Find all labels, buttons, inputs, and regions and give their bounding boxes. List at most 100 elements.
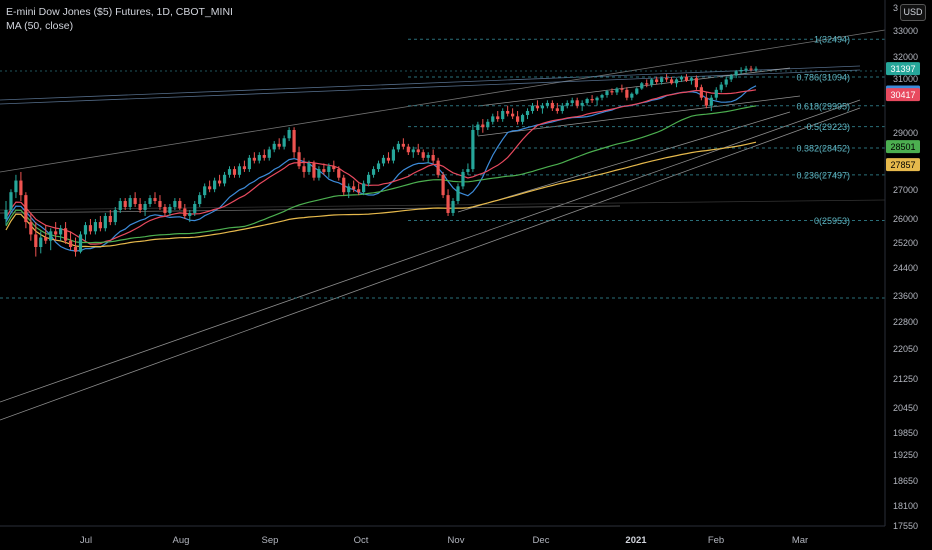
candle-body-151 <box>754 68 758 70</box>
candle-body-14 <box>73 247 78 252</box>
candle-body-84 <box>421 152 425 158</box>
candle-body-139 <box>694 78 698 88</box>
candle-body-141 <box>704 97 708 106</box>
candle-body-105 <box>525 110 530 116</box>
candle-body-17 <box>88 225 93 232</box>
candle-body-28 <box>143 203 147 210</box>
candle-body-11 <box>59 228 63 235</box>
indicator-label: MA (50, close) <box>6 20 74 32</box>
candle-body-48 <box>242 166 247 170</box>
trendline-5 <box>0 107 861 421</box>
candle-body-144 <box>719 84 723 90</box>
candle-body-69 <box>347 186 351 193</box>
candle-body-41 <box>208 186 212 190</box>
currency-button[interactable]: USD <box>900 4 926 21</box>
candle-body-70 <box>352 186 356 190</box>
candle-body-81 <box>406 146 410 153</box>
candle-body-24 <box>123 201 127 207</box>
candle-body-20 <box>103 215 107 229</box>
candle-body-3 <box>19 180 23 196</box>
candle-body-29 <box>148 198 152 204</box>
price-tick-3: 31000 <box>893 74 918 84</box>
candle-body-55 <box>277 143 281 147</box>
candle-body-130 <box>650 79 654 85</box>
candle-body-122 <box>610 91 614 93</box>
candle-body-135 <box>674 79 679 84</box>
price-tick-0: 3 <box>893 3 898 13</box>
candle-body-44 <box>222 174 227 184</box>
price-label-box-4 <box>886 158 920 172</box>
price-tick-2: 32000 <box>893 52 918 62</box>
candle-body-115 <box>575 100 579 106</box>
candle-body-103 <box>515 116 520 122</box>
price-tick-13: 20450 <box>893 403 918 413</box>
candle-body-89 <box>446 195 450 213</box>
candle-body-53 <box>267 149 271 158</box>
candle-body-98 <box>491 116 495 122</box>
candle-body-104 <box>520 115 525 122</box>
candle-body-128 <box>640 83 644 89</box>
price-tick-9: 23600 <box>893 291 918 301</box>
candle-body-43 <box>217 180 222 184</box>
price-label-box-3 <box>886 140 920 154</box>
candle-body-30 <box>153 198 157 202</box>
candle-body-62 <box>312 163 316 178</box>
candle-body-7 <box>39 237 43 248</box>
price-tick-11: 22050 <box>893 344 918 354</box>
price-tick-17: 18100 <box>893 501 918 511</box>
candle-body-110 <box>550 102 554 109</box>
time-tick-nov: Nov <box>448 535 465 546</box>
candle-body-25 <box>128 198 132 207</box>
fib-label-0: 1(32494) <box>814 35 850 45</box>
candle-body-119 <box>595 97 599 101</box>
candle-body-137 <box>684 76 689 81</box>
candle-body-42 <box>213 180 217 190</box>
candle-body-72 <box>362 183 366 193</box>
candle-body-149 <box>744 68 748 70</box>
candle-body-1 <box>9 192 13 210</box>
time-tick-2021: 2021 <box>625 535 647 546</box>
trendline-4 <box>0 99 861 403</box>
fib-label-5: 0.236(27497) <box>796 170 850 180</box>
candle-body-106 <box>530 105 535 111</box>
time-tick-dec: Dec <box>533 535 550 546</box>
candle-body-52 <box>262 155 266 158</box>
candle-body-59 <box>297 152 301 167</box>
trendlines <box>0 29 886 421</box>
price-axis: 3 33000 32000 31000 29000 27000 26000 25200 2440… <box>893 3 918 531</box>
candle-body-74 <box>371 169 376 175</box>
candle-body-73 <box>366 174 371 184</box>
price-tick-18: 17550 <box>893 521 918 531</box>
candle-body-136 <box>679 76 684 80</box>
time-tick-feb: Feb <box>708 535 724 546</box>
fib-label-3: 0.5(29223) <box>806 122 850 132</box>
price-tick-14: 19850 <box>893 428 918 438</box>
price-label-box-0 <box>886 62 920 76</box>
candle-body-67 <box>337 169 341 178</box>
price-tick-15: 19250 <box>893 450 918 460</box>
candle-body-51 <box>257 155 261 161</box>
candle-body-78 <box>391 149 396 161</box>
price-tick-10: 22800 <box>893 317 918 327</box>
candle-body-123 <box>615 88 619 93</box>
price-tick-6: 26000 <box>893 214 918 224</box>
candle-body-111 <box>555 108 559 111</box>
time-tick-aug: Aug <box>173 535 190 546</box>
candle-body-94 <box>471 129 475 170</box>
candle-body-127 <box>635 88 639 94</box>
candle-body-13 <box>68 240 73 248</box>
candle-body-126 <box>630 93 634 98</box>
candle-body-21 <box>108 215 112 223</box>
candle-body-79 <box>396 143 400 150</box>
candle-body-124 <box>620 88 624 90</box>
candle-body-113 <box>565 102 569 106</box>
candle-body-34 <box>173 201 177 207</box>
candle-body-58 <box>292 129 296 153</box>
candle-body-92 <box>461 171 465 187</box>
trendline-8 <box>457 111 791 213</box>
candle-body-129 <box>645 83 649 85</box>
ma-green-line <box>5 105 757 244</box>
candle-body-40 <box>203 186 207 196</box>
candle-body-39 <box>198 195 202 204</box>
